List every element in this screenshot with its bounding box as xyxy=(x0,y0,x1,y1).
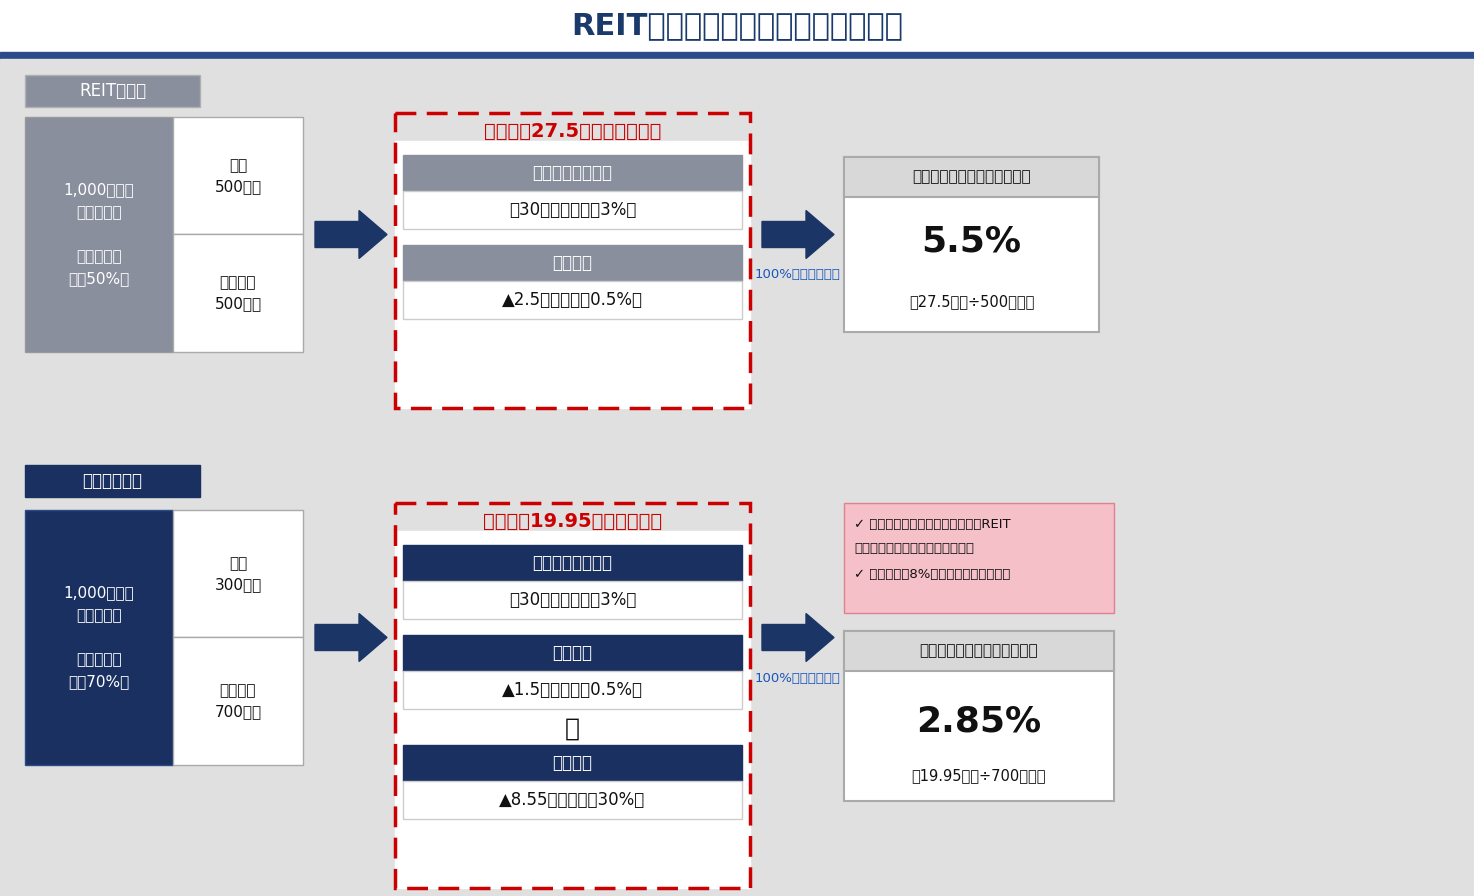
Text: 年間収支19.95万円（税後）: 年間収支19.95万円（税後） xyxy=(483,512,662,530)
Bar xyxy=(845,503,1114,613)
Text: 年間収支27.5万円（非課税）: 年間収支27.5万円（非課税） xyxy=(483,122,662,141)
Bar xyxy=(845,631,1114,801)
Text: ✓ レバレッジ及び法人税の影響でREIT: ✓ レバレッジ及び法人税の影響でREIT xyxy=(853,519,1011,531)
Polygon shape xyxy=(762,614,834,661)
Polygon shape xyxy=(762,211,834,259)
Bar xyxy=(172,510,304,637)
Bar xyxy=(25,465,200,497)
Bar xyxy=(395,503,750,888)
Bar xyxy=(845,157,1100,197)
Text: ✓ 資本コスト8%以上の超過は不可能。: ✓ 資本コスト8%以上の超過は不可能。 xyxy=(853,568,1010,582)
Bar xyxy=(395,113,750,408)
Polygon shape xyxy=(315,614,388,661)
Text: 自己資本
500万円: 自己資本 500万円 xyxy=(214,275,261,311)
Bar xyxy=(402,281,741,319)
Text: ＋: ＋ xyxy=(565,717,579,741)
Text: 年間収益（賃料）: 年間収益（賃料） xyxy=(532,554,613,572)
Text: を大きく下回る利回りとなる。: を大きく下回る利回りとなる。 xyxy=(853,542,974,556)
Text: 年間利息: 年間利息 xyxy=(553,254,593,272)
Bar xyxy=(395,141,750,408)
Text: 自己資本
700万円: 自己資本 700万円 xyxy=(214,684,261,719)
Bar xyxy=(402,781,741,819)
Text: 投資家のリターン（利回り）: 投資家のリターン（利回り） xyxy=(912,169,1030,185)
Bar xyxy=(172,117,304,235)
Bar xyxy=(25,117,172,352)
Bar xyxy=(402,245,741,281)
Text: 1,000万円の
物件を購入

（自己資本
比率70%）: 1,000万円の 物件を購入 （自己資本 比率70%） xyxy=(63,586,134,689)
Bar xyxy=(402,155,741,191)
Bar xyxy=(0,52,1474,59)
Text: （27.5万円÷500万円）: （27.5万円÷500万円） xyxy=(909,295,1035,309)
Text: ワキタの場合: ワキタの場合 xyxy=(83,472,143,490)
Text: 100%配当した場合: 100%配当した場合 xyxy=(755,269,842,281)
Text: REITの場合: REITの場合 xyxy=(80,82,146,100)
Bar xyxy=(402,671,741,709)
Text: 1,000万円の
物件を購入

（自己資本
比率50%）: 1,000万円の 物件を購入 （自己資本 比率50%） xyxy=(63,183,134,287)
Text: 負債
300万円: 負債 300万円 xyxy=(214,556,261,591)
Bar xyxy=(402,545,741,581)
Text: 年間収益（賃料）: 年間収益（賃料） xyxy=(532,164,613,182)
Text: ＋30万円（利回り3%）: ＋30万円（利回り3%） xyxy=(509,201,637,219)
Bar xyxy=(395,531,750,888)
Bar xyxy=(402,581,741,619)
Bar xyxy=(402,745,741,781)
Text: 負債
500万円: 負債 500万円 xyxy=(214,158,261,194)
Bar xyxy=(0,0,1474,52)
Text: 100%配当した場合: 100%配当した場合 xyxy=(755,671,842,685)
Text: 投資家のリターン（利回り）: 投資家のリターン（利回り） xyxy=(920,643,1038,659)
Text: 年間利息: 年間利息 xyxy=(553,644,593,662)
Text: REITとワキタの不動産賃貸業の比較: REITとワキタの不動産賃貸業の比較 xyxy=(570,12,904,40)
Bar xyxy=(845,631,1114,671)
Polygon shape xyxy=(315,211,388,259)
Bar xyxy=(172,235,304,352)
Bar xyxy=(25,75,200,107)
Text: ＋30万円（利回り3%）: ＋30万円（利回り3%） xyxy=(509,591,637,609)
Bar xyxy=(402,635,741,671)
Bar xyxy=(172,637,304,765)
Text: ▲8.55万円（税率30%）: ▲8.55万円（税率30%） xyxy=(500,791,646,809)
Text: 法人税等: 法人税等 xyxy=(553,754,593,772)
Text: 2.85%: 2.85% xyxy=(917,704,1042,738)
Text: 5.5%: 5.5% xyxy=(921,225,1021,259)
Bar xyxy=(845,157,1100,332)
Text: （19.95万円÷700万円）: （19.95万円÷700万円） xyxy=(912,769,1047,783)
Text: ▲2.5万円（金利0.5%）: ▲2.5万円（金利0.5%） xyxy=(503,291,643,309)
Bar xyxy=(25,510,172,765)
Bar xyxy=(402,191,741,229)
Text: ▲1.5万円（金利0.5%）: ▲1.5万円（金利0.5%） xyxy=(503,681,643,699)
